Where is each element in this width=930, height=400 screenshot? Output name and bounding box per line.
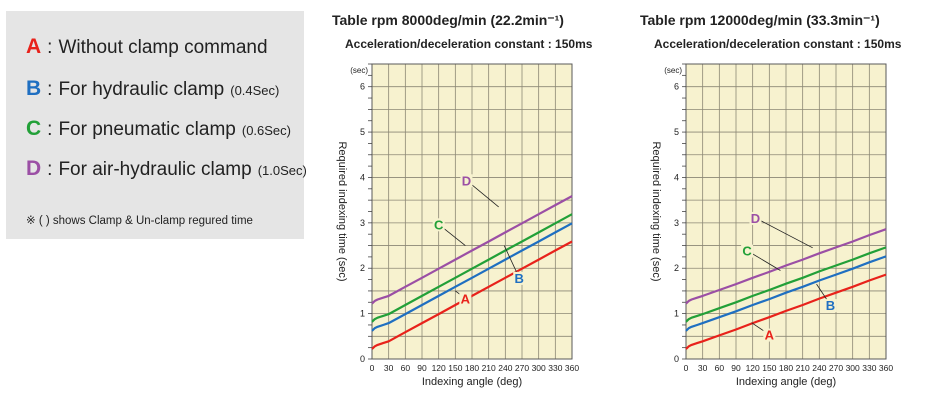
series-line-b [371,222,573,332]
x-tick-label: 300 [846,363,860,373]
series-line-a [685,273,887,350]
legend-note-d: (1.0Sec) [257,163,307,178]
chart-2-title: Table rpm 12000deg/min (33.3min⁻¹) [640,12,880,28]
legend-text-a: Without clamp command [58,37,268,58]
series-line-d [371,195,573,305]
legend-panel: A: Without clamp command B: For hydraulic … [6,11,307,239]
annotation-backdrop [459,292,472,306]
x-axis-title: Indexing angle (deg) [422,376,522,388]
x-tick-label: 240 [498,363,512,373]
x-tick-label: 90 [417,363,427,373]
annotation-backdrop [432,218,445,232]
annotation-label-a: A [461,291,471,306]
y-tick-label: 5 [674,127,679,137]
y-tick-label: 6 [360,82,365,92]
legend-colon: : [47,159,53,180]
x-tick-label: 150 [762,363,776,373]
legend-colon: : [47,37,53,58]
annotation-backdrop [749,211,762,225]
annotation-leader-d [755,217,813,249]
legend-note-b: (0.4Sec) [230,83,280,98]
annotation-label-c: C [434,217,444,232]
x-tick-label: 30 [384,363,394,373]
annotation-backdrop [824,299,837,313]
legend-letter-d: D [26,157,42,180]
legend-letter-c: C [26,117,42,140]
x-tick-label: 120 [432,363,446,373]
annotation-label-d: D [751,211,760,226]
series-line-c [685,246,887,323]
series-line-c [371,213,573,323]
x-axis-title: Indexing angle (deg) [736,376,836,388]
x-tick-label: 30 [698,363,708,373]
chart-2-subtitle: Acceleration/deceleration constant : 150… [654,37,902,51]
legend-note-c: (0.6Sec) [241,123,291,138]
y-tick-label: 1 [360,309,365,319]
annotation-label-a: A [765,328,775,343]
y-tick-label: 3 [360,218,365,228]
legend-letter-b: B [26,77,42,100]
y-tick-label: 6 [674,82,679,92]
annotation-backdrop [460,174,473,188]
y-tick-label: 2 [674,263,679,273]
x-tick-label: 180 [465,363,479,373]
x-tick-label: 60 [401,363,411,373]
annotation-label-c: C [742,244,752,259]
legend-item-a: A: Without clamp command [26,35,268,59]
legend-item-c: C: For pneumatic clamp (0.6Sec) [26,117,291,141]
series-line-b [685,255,887,332]
chart-1-subtitle: Acceleration/deceleration constant : 150… [345,37,593,51]
x-tick-label: 360 [879,363,893,373]
x-tick-label: 90 [731,363,741,373]
legend-text-d: For air-hydraulic clamp [58,159,252,180]
annotation-backdrop [763,328,776,342]
annotation-label-b: B [515,271,524,286]
x-tick-label: 240 [812,363,826,373]
annotation-backdrop [513,271,526,285]
y-tick-label: 0 [674,354,679,364]
y-tick-label: 0 [360,354,365,364]
y-unit-label: (sec) [350,66,368,75]
y-tick-label: 4 [674,172,679,182]
annotation-label-b: B [826,298,835,313]
y-tick-label: 1 [674,309,679,319]
legend-colon: : [47,119,53,140]
x-tick-label: 270 [829,363,843,373]
y-tick-label: 5 [360,127,365,137]
y-unit-label: (sec) [664,66,682,75]
y-tick-label: 4 [360,172,365,182]
annotation-backdrop [741,244,754,258]
x-tick-label: 0 [370,363,375,373]
chart-1: 0 30 60 90 120 150 180 210 240 270 300 330 360 0 1 2 3 4 5… [336,63,579,388]
y-axis-title: Required indexing time (sec) [336,141,348,281]
legend-colon: : [47,79,53,100]
legend-text-c: For pneumatic clamp [58,119,236,140]
legend-item-d: D: For air-hydraulic clamp (1.0Sec) [26,157,307,181]
x-tick-label: 210 [796,363,810,373]
legend-footnote: ※ ( ) shows Clamp & Un-clamp regured tim… [26,215,253,227]
x-tick-label: 120 [746,363,760,373]
y-tick-label: 3 [674,218,679,228]
x-tick-label: 330 [862,363,876,373]
chart-1-title: Table rpm 8000deg/min (22.2min⁻¹) [332,12,564,28]
x-tick-label: 210 [482,363,496,373]
legend-item-b: B: For hydraulic clamp (0.4Sec) [26,77,279,101]
x-tick-label: 300 [532,363,546,373]
annotation-label-d: D [462,173,471,188]
legend-text-b: For hydraulic clamp [58,79,225,100]
x-tick-label: 180 [779,363,793,373]
x-tick-label: 360 [565,363,579,373]
series-line-a [371,240,573,350]
x-tick-label: 60 [715,363,725,373]
x-tick-label: 150 [448,363,462,373]
chart-2: 0 30 60 90 120 150 180 210 240 270 300 330 360 0 1 2 3 4 5… [650,63,893,388]
x-tick-label: 330 [548,363,562,373]
y-tick-label: 2 [360,263,365,273]
legend-letter-a: A [26,35,42,58]
x-tick-label: 0 [684,363,689,373]
x-tick-label: 270 [515,363,529,373]
series-line-d [685,228,887,305]
y-axis-title: Required indexing time (sec) [650,141,662,281]
